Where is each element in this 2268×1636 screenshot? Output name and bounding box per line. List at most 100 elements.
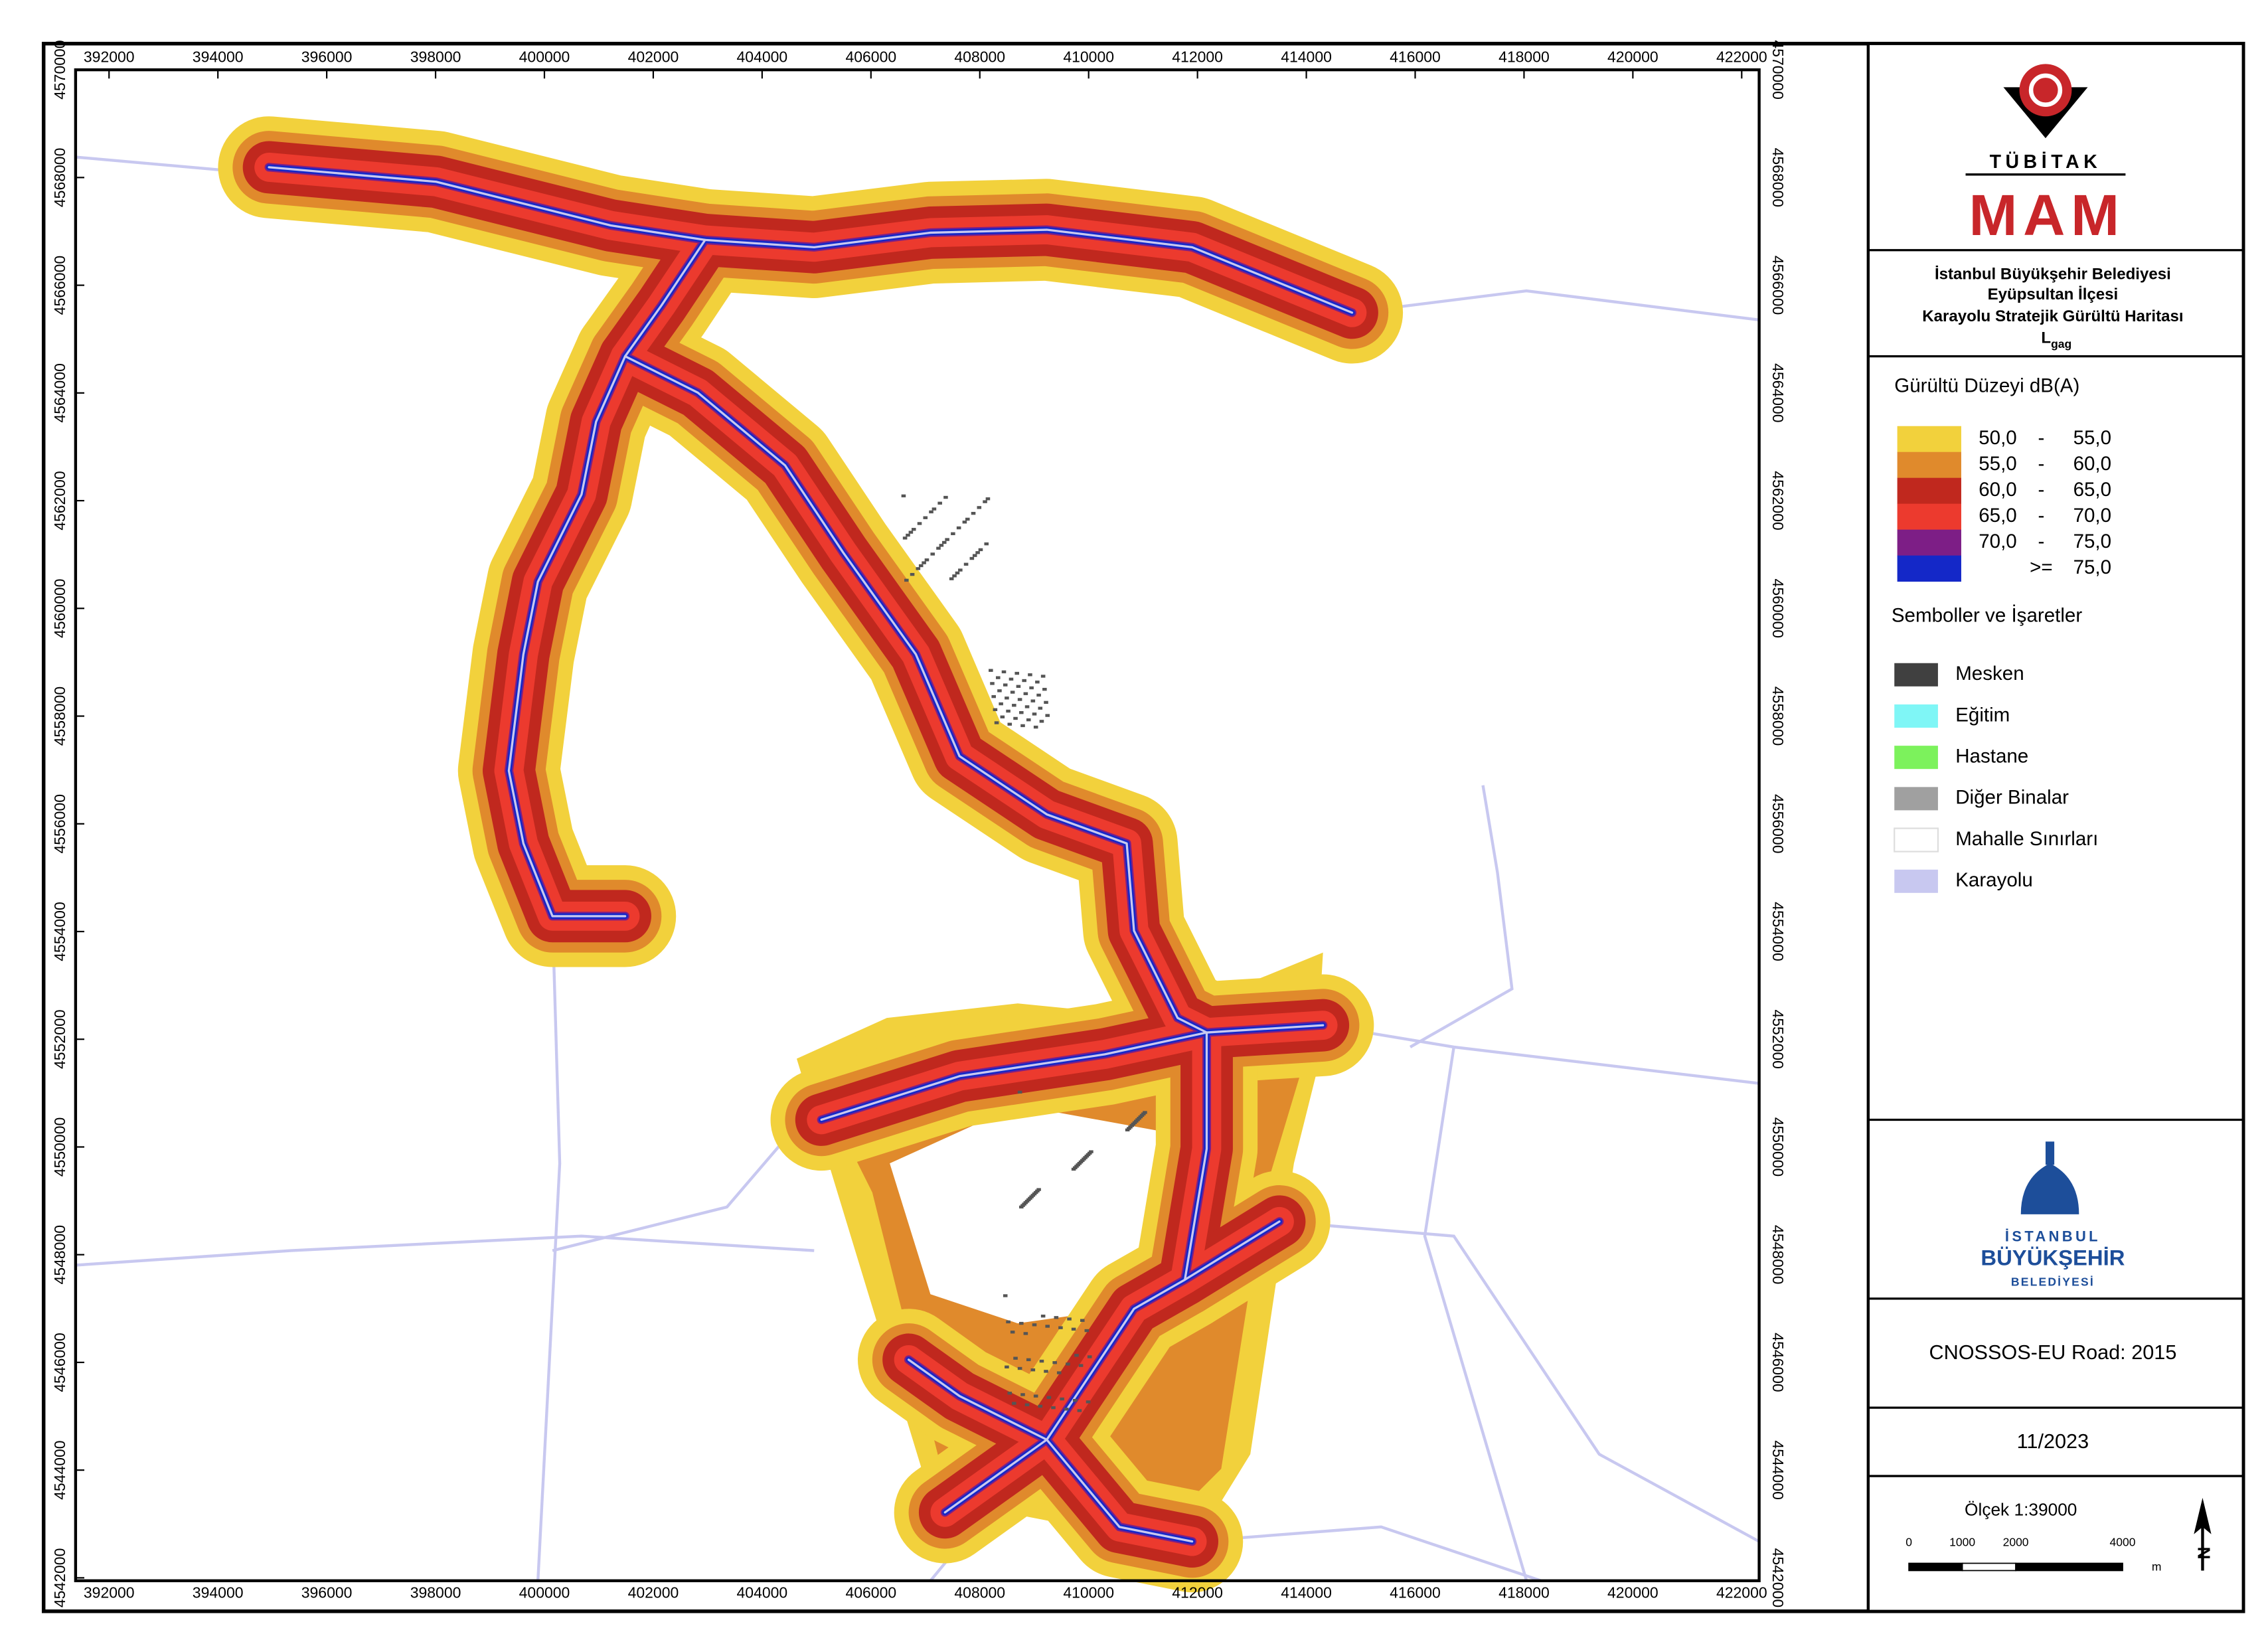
x-tick-label: 402000 [628, 1584, 679, 1601]
building [1006, 709, 1011, 713]
building [1143, 1111, 1147, 1114]
y-tick-label: 4564000 [51, 363, 68, 422]
symbol-label: Mesken [1955, 663, 2024, 685]
coordinate-ticks: 392000 392000 394000 394000 396000 396000 3980… [51, 40, 1787, 1607]
x-tick-label: 410000 [1063, 48, 1114, 66]
x-tick-label: 396000 [301, 48, 353, 66]
x-tick-label: 416000 [1390, 1584, 1441, 1601]
x-tick-label: 414000 [1281, 48, 1332, 66]
building [1044, 700, 1048, 704]
symbol-label: Diğer Binalar [1955, 787, 2069, 809]
building [1052, 1361, 1057, 1364]
building [1001, 670, 1007, 674]
minor-road [1409, 785, 1514, 1048]
building [1005, 1365, 1009, 1368]
legend-swatch [1897, 426, 1961, 453]
building [999, 702, 1003, 706]
symbol-label: Karayolu [1955, 869, 2033, 891]
building [991, 695, 996, 698]
y-tick-label: 4548000 [1769, 1225, 1787, 1284]
noise-band [820, 1031, 1208, 1121]
legend-swatch [1897, 477, 1961, 505]
legend-low: 60,0 [1979, 479, 2017, 501]
legend-high: 75,0 [2073, 556, 2112, 578]
building [1044, 1370, 1048, 1373]
logo-circle [2019, 64, 2072, 117]
x-tick-label: 414000 [1281, 1584, 1332, 1601]
building [1019, 711, 1024, 714]
x-tick-label: 392000 [84, 48, 135, 66]
building [1032, 712, 1037, 716]
y-tick-label: 4566000 [51, 256, 68, 315]
x-tick-label: 422000 [1716, 48, 1767, 66]
building [958, 568, 963, 572]
y-tick-label: 4552000 [51, 1009, 68, 1068]
north-arrow: N [2194, 1497, 2214, 1571]
building [904, 578, 909, 582]
legend-swatch [1897, 503, 1961, 531]
building [962, 521, 967, 524]
symbol-swatch [1894, 827, 1939, 853]
panel-dividers [1868, 249, 2243, 1477]
scale-segment [1908, 1562, 1963, 1572]
indicator-symbol: L [2041, 329, 2051, 347]
minor-road [1352, 289, 1759, 322]
building [937, 501, 942, 505]
ibb-line: BELEDİYESİ [2011, 1275, 2095, 1288]
building [990, 682, 995, 685]
building [1042, 687, 1047, 691]
building [929, 510, 933, 514]
y-tick-label: 4546000 [1769, 1333, 1787, 1392]
building [1003, 1294, 1008, 1297]
building [1028, 673, 1032, 677]
building [1003, 683, 1008, 687]
x-tick-label: 412000 [1172, 1584, 1223, 1601]
x-tick-label: 406000 [845, 48, 896, 66]
legend-low: 70,0 [1979, 531, 2017, 552]
building [1023, 1332, 1028, 1335]
building [956, 526, 961, 530]
scale-segment [2015, 1562, 2123, 1572]
title-line: Eyüpsultan İlçesi [1988, 286, 2119, 303]
y-tick-label: 4562000 [1769, 471, 1787, 530]
symbols-title: Semboller ve İşaretler [1892, 604, 2083, 626]
symbol-label: Hastane [1955, 745, 2028, 767]
building [965, 517, 970, 521]
building [1078, 1364, 1084, 1367]
symbol-swatch [1894, 746, 1938, 770]
building [1040, 675, 1046, 678]
y-tick-label: 4546000 [51, 1333, 68, 1392]
scale-segment [1961, 1562, 2016, 1572]
building [997, 689, 1002, 693]
building [941, 540, 947, 544]
building [1071, 1327, 1076, 1331]
ibb-logo: İSTANBUL BÜYÜKŞEHİR BELEDİYESİ [1981, 1141, 2125, 1288]
building [1010, 1331, 1015, 1334]
symbol-swatch [1894, 869, 1938, 893]
building [930, 552, 935, 556]
legend-low: 50,0 [1979, 427, 2017, 449]
y-tick-label: 4564000 [1769, 363, 1787, 422]
building [916, 567, 921, 570]
minor-road [1192, 1525, 1542, 1582]
building [1125, 1128, 1130, 1131]
symbol-label: Mahalle Sınırları [1955, 828, 2098, 850]
building [1077, 1409, 1082, 1412]
noise-band [623, 355, 1325, 1034]
x-tick-label: 420000 [1607, 1584, 1659, 1601]
x-tick-label: 412000 [1172, 48, 1223, 66]
legend-low: 65,0 [1979, 505, 2017, 527]
building [918, 564, 924, 568]
x-tick-label: 394000 [193, 48, 244, 66]
symbol-label: Eğitim [1955, 704, 2010, 726]
building [989, 669, 993, 672]
scale-tick-label: 4000 [2110, 1535, 2136, 1548]
map-frame [74, 68, 1761, 1582]
minor-road [1323, 1023, 1759, 1085]
indicator-subscript: gag [2051, 337, 2071, 351]
building [971, 511, 976, 515]
building [1035, 681, 1040, 684]
building [978, 548, 983, 552]
building [1056, 1371, 1062, 1374]
